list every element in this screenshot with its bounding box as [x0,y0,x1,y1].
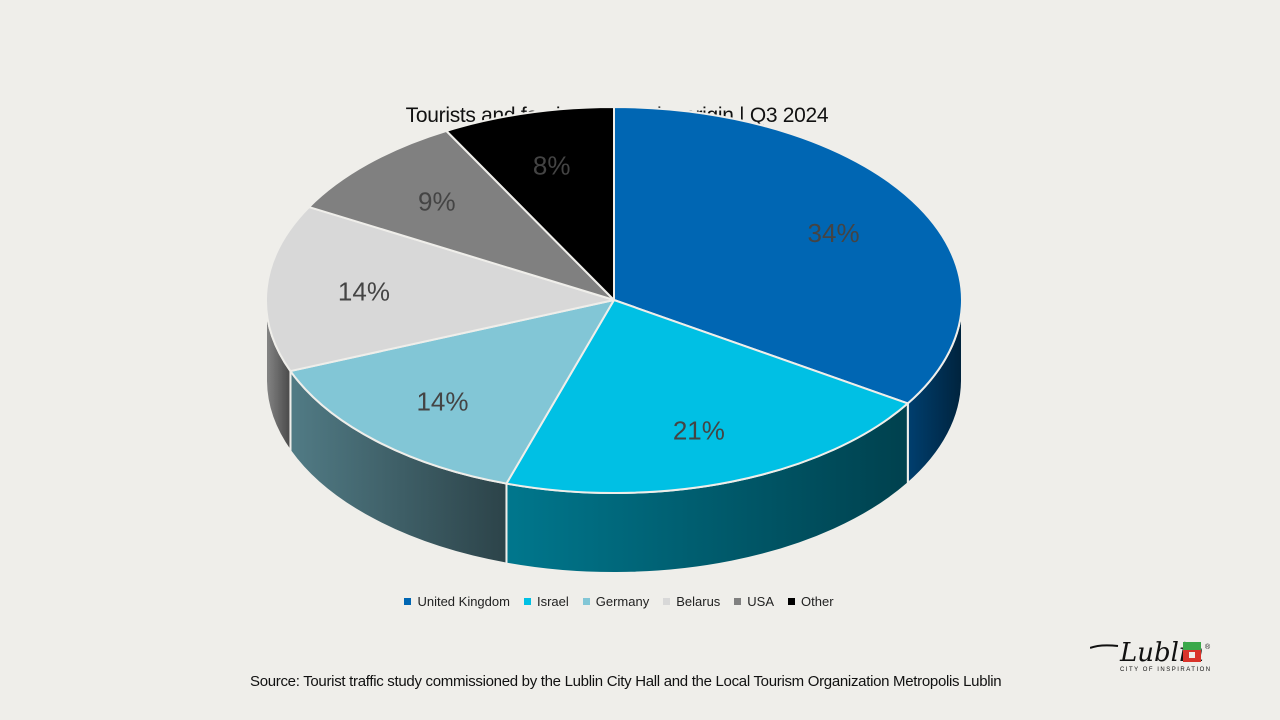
legend-swatch [788,598,796,605]
legend-label: Belarus [676,594,721,609]
legend-label: Germany [595,594,650,609]
data-label-germany: 14% [416,386,468,416]
data-label-united-kingdom: 34% [808,218,860,248]
logo-swoosh-icon [1090,644,1119,649]
chart-legend: United Kingdom Israel Germany Belarus USA Oth… [0,594,1238,609]
pie-slice-usa [308,129,615,301]
legend-label: Israel [536,594,569,609]
data-label-israel: 21% [673,416,725,446]
pie-slice-other [445,106,615,301]
legend-item: Belarus [663,594,720,609]
legend-item: Germany [582,594,650,609]
legend-item: Israel [523,594,569,609]
data-label-usa: 9% [418,187,456,217]
legend-label: Other [801,594,834,609]
logo-registered-mark: ® [1205,643,1211,651]
logo-castle-icon: ® [1183,642,1211,662]
pie-slice-israel [505,299,909,494]
legend-swatch [404,598,412,605]
data-label-other: 8% [533,150,571,180]
pie-slice-belarus [265,206,615,373]
data-label-belarus: 14% [338,276,390,306]
legend-swatch [663,598,671,605]
legend-label: USA [747,594,775,609]
logo-tagline: CITY OF INSPIRATION [1120,667,1212,673]
source-note: Source: Tourist traffic study commission… [250,673,1002,690]
pie-slice-germany [289,299,615,485]
lublin-logo: Lublin CITY OF INSPIRATION ® [1090,636,1220,676]
legend-label: United Kingdom [417,594,510,609]
legend-swatch [523,598,531,605]
legend-swatch [582,598,590,605]
legend-item: USA [734,594,774,609]
legend-swatch [734,598,742,605]
legend-item: United Kingdom [404,594,510,609]
pie-slice-united-kingdom [613,106,963,405]
legend-item: Other [788,594,834,609]
